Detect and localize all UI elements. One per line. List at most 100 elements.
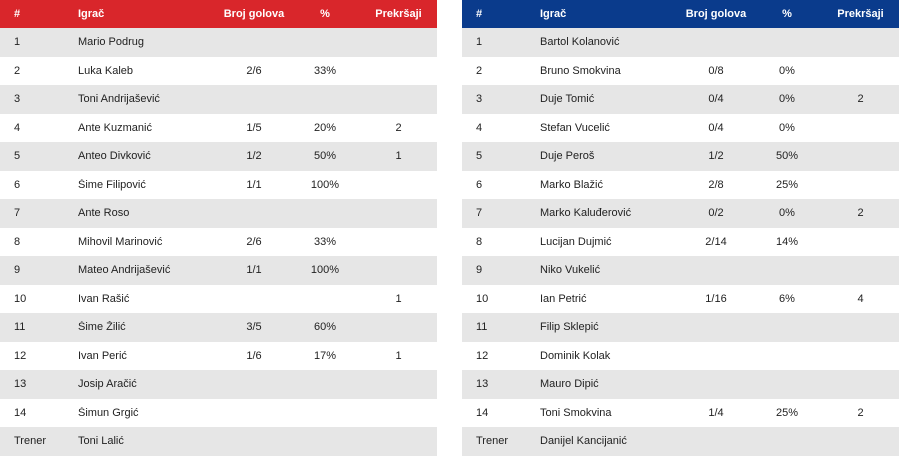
player-name: Bartol Kolanović	[540, 36, 620, 49]
player-name: Marko Blažić	[540, 178, 603, 191]
player-number: 9	[476, 264, 483, 277]
player-goals: 0/2	[708, 207, 724, 220]
player-goals: 0/4	[708, 93, 724, 106]
player-row: 14 Šimun Grgić	[0, 399, 437, 428]
player-row: 8 Lucijan Dujmić 2/14 14%	[462, 228, 899, 257]
player-name: Ante Kuzmanić	[78, 121, 152, 134]
player-name: Ante Roso	[78, 207, 130, 220]
player-number: 4	[14, 121, 21, 134]
player-name: Anteo Divković	[78, 150, 151, 163]
player-name: Duje Peroš	[540, 150, 595, 163]
player-row: 10 Ivan Rašić 1	[0, 285, 437, 314]
player-row: 4 Ante Kuzmanić 1/5 20% 2	[0, 114, 437, 143]
player-percent: 33%	[313, 235, 337, 248]
player-row: 5 Duje Peroš 1/2 50%	[462, 142, 899, 171]
player-number: Trener	[476, 435, 508, 448]
player-number: 12	[14, 349, 27, 362]
coach-row: Trener Toni Lalić	[0, 427, 437, 456]
home-table-body: 1 Mario Podrug 2 Luka Kaleb 2/6 33% 3 Toni Andr…	[0, 28, 437, 456]
player-name: Dominik Kolak	[540, 349, 611, 362]
player-row: 10 Ian Petrić 1/16 6% 4	[462, 285, 899, 314]
player-fouls: 2	[857, 406, 864, 419]
player-percent: 6%	[779, 292, 795, 305]
player-number: 8	[14, 235, 21, 248]
away-team-table: # Igrač Broj golova % Prekršaji 1 Bartol …	[462, 0, 899, 456]
player-row: 2 Luka Kaleb 2/6 33%	[0, 57, 437, 86]
player-goals: 2/8	[708, 178, 724, 191]
player-goals: 1/2	[708, 150, 724, 163]
player-row: 12 Ivan Perić 1/6 17% 1	[0, 342, 437, 371]
header-fouls: Prekršaji	[837, 8, 884, 20]
player-percent: 100%	[310, 264, 340, 277]
player-name: Mihovil Marinović	[78, 235, 163, 248]
player-goals: 2/14	[705, 235, 727, 248]
player-name: Lucijan Dujmić	[540, 235, 612, 248]
player-percent: 14%	[775, 235, 799, 248]
home-team-table: # Igrač Broj golova % Prekršaji 1 Mario P…	[0, 0, 437, 456]
player-percent: 0%	[779, 93, 795, 106]
player-fouls: 1	[395, 150, 402, 163]
player-percent: 60%	[313, 321, 337, 334]
player-number: 7	[476, 207, 483, 220]
player-row: 1 Mario Podrug	[0, 28, 437, 57]
header-fouls: Prekršaji	[375, 8, 422, 20]
player-percent: 17%	[313, 349, 337, 362]
player-goals: 0/4	[708, 121, 724, 134]
player-percent: 0%	[779, 64, 795, 77]
player-number: 2	[14, 64, 21, 77]
player-name: Toni Smokvina	[540, 406, 612, 419]
player-number: 6	[14, 178, 21, 191]
player-fouls: 2	[857, 207, 864, 220]
player-name: Ivan Perić	[78, 349, 127, 362]
player-name: Šimun Grgić	[78, 406, 139, 419]
player-goals: 0/8	[708, 64, 724, 77]
home-table-header: # Igrač Broj golova % Prekršaji	[0, 0, 437, 28]
coach-row: Trener Danijel Kancijanić	[462, 427, 899, 456]
player-fouls: 2	[857, 93, 864, 106]
player-fouls: 2	[395, 121, 402, 134]
player-name: Mateo Andrijašević	[78, 264, 171, 277]
player-row: 3 Duje Tomić 0/4 0% 2	[462, 85, 899, 114]
player-name: Duje Tomić	[540, 93, 595, 106]
player-number: 4	[476, 121, 483, 134]
player-number: 6	[476, 178, 483, 191]
player-row: 1 Bartol Kolanović	[462, 28, 899, 57]
player-number: 11	[14, 321, 26, 334]
player-goals: 1/1	[246, 178, 262, 191]
player-name: Luka Kaleb	[78, 64, 134, 77]
player-row: 4 Stefan Vucelić 0/4 0%	[462, 114, 899, 143]
header-percent: %	[782, 8, 792, 20]
header-goals: Broj golova	[223, 8, 285, 20]
player-row: 2 Bruno Smokvina 0/8 0%	[462, 57, 899, 86]
player-number: 8	[476, 235, 483, 248]
player-name: Ivan Rašić	[78, 292, 130, 305]
player-goals: 1/5	[246, 121, 262, 134]
player-goals: 1/16	[705, 292, 727, 305]
header-player: Igrač	[78, 8, 105, 20]
player-name: Stefan Vucelić	[540, 121, 610, 134]
player-number: 11	[476, 321, 488, 334]
player-row: 11 Šime Žilić 3/5 60%	[0, 313, 437, 342]
player-percent: 0%	[779, 207, 795, 220]
player-name: Niko Vukelić	[540, 264, 601, 277]
player-percent: 25%	[775, 178, 799, 191]
player-goals: 1/1	[246, 264, 262, 277]
header-goals: Broj golova	[685, 8, 747, 20]
player-percent: 50%	[313, 150, 337, 163]
player-number: 9	[14, 264, 21, 277]
player-row: 13 Josip Aračić	[0, 370, 437, 399]
player-name: Filip Sklepić	[540, 321, 599, 334]
player-number: Trener	[14, 435, 46, 448]
player-row: 9 Niko Vukelić	[462, 256, 899, 285]
player-row: 8 Mihovil Marinović 2/6 33%	[0, 228, 437, 257]
player-number: 10	[14, 292, 27, 305]
player-row: 5 Anteo Divković 1/2 50% 1	[0, 142, 437, 171]
player-goals: 1/4	[708, 406, 724, 419]
player-row: 13 Mauro Dipić	[462, 370, 899, 399]
player-number: 1	[14, 36, 21, 49]
player-row: 7 Ante Roso	[0, 199, 437, 228]
player-fouls: 1	[395, 292, 402, 305]
player-percent: 50%	[775, 150, 799, 163]
player-row: 6 Marko Blažić 2/8 25%	[462, 171, 899, 200]
